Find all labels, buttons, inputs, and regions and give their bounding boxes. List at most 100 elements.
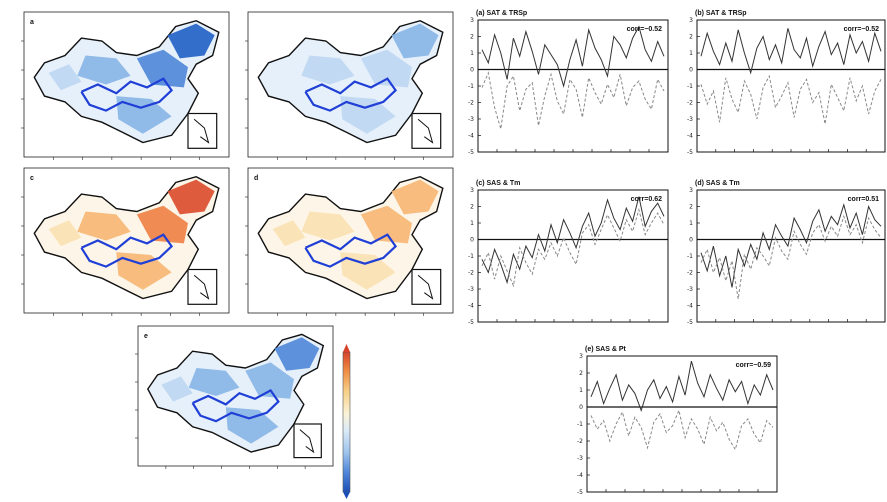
series-line-2	[700, 214, 882, 299]
scs-inset	[411, 112, 442, 149]
y-tick-label: 3	[689, 187, 693, 194]
y-tick-label: 0	[470, 237, 474, 244]
colorbar-bar	[342, 351, 351, 493]
y-tick-label: -4	[687, 133, 693, 140]
y-tick-label: 1	[470, 50, 474, 57]
correlation-label: corr=0.51	[848, 196, 879, 203]
y-tick-label: 0	[689, 67, 693, 74]
y-tick-label: -2	[468, 100, 474, 107]
anomaly-patch	[340, 96, 396, 134]
map-c: c	[21, 167, 230, 316]
y-tick-label: 0	[470, 67, 474, 74]
timeseries-panel-4: (d) SAS & Tm3 2 1 0 -1 -2 -3 -4 -5 corr=0.51	[687, 180, 886, 326]
y-tick-label: 2	[689, 34, 693, 41]
basin-boundary	[191, 388, 280, 423]
land-outline	[257, 19, 444, 144]
plot-frame	[477, 189, 669, 323]
map-panel-label: c	[30, 175, 34, 182]
series-line-1	[481, 25, 665, 88]
scs-inset	[187, 112, 218, 149]
series-line-2	[481, 71, 665, 130]
y-tick-label: -4	[468, 303, 474, 310]
anomaly-patch	[391, 179, 439, 215]
y-tick-label: -4	[468, 133, 474, 140]
anomaly-patch	[188, 368, 240, 396]
series-line-1	[700, 203, 882, 288]
y-tick-label: -3	[687, 116, 693, 123]
panel-title: (d) SAS & Tm	[695, 180, 740, 187]
y-tick-label: -5	[687, 319, 693, 326]
anomaly-patch	[116, 96, 172, 134]
anomaly-patch	[167, 179, 215, 215]
map-d: d	[245, 167, 454, 316]
y-tick-label: 1	[689, 50, 693, 57]
anomaly-patch	[391, 23, 439, 59]
y-tick-label: -3	[468, 286, 474, 293]
anomaly-patch	[161, 376, 193, 402]
y-tick-label: -2	[468, 270, 474, 277]
y-tick-label: -1	[577, 421, 583, 428]
y-tick-label: 2	[470, 204, 474, 211]
y-tick-label: 3	[689, 17, 693, 24]
y-tick-label: 1	[579, 387, 583, 394]
y-tick-label: -2	[687, 100, 693, 107]
y-tick-label: 3	[579, 353, 583, 360]
scs-inset	[293, 423, 322, 459]
map-panel-label: a	[30, 19, 34, 26]
map-b	[245, 11, 454, 160]
anomaly-patch	[136, 49, 188, 88]
series-line-2	[700, 74, 882, 125]
panel-title: (b) SAT & TRSp	[695, 10, 747, 17]
timeseries-panels: (a) SAT & TRSp 3 2 1 0 -1 -2 -3 -4 -5 corr=−0.52 (b…	[468, 10, 886, 496]
y-tick-label: 2	[470, 34, 474, 41]
colorbar	[342, 344, 351, 499]
y-tick-label: 1	[470, 220, 474, 227]
y-tick-label: -3	[577, 455, 583, 462]
y-tick-label: -3	[468, 116, 474, 123]
anomaly-patch	[77, 55, 131, 85]
y-tick-label: -2	[577, 438, 583, 445]
panel-title: (a) SAT & TRSp	[476, 10, 527, 17]
map-panel-label: d	[254, 175, 258, 182]
map-a: a	[21, 11, 230, 160]
y-tick-label: 2	[579, 370, 583, 377]
series-line-1	[590, 360, 774, 412]
series-line-1	[481, 196, 665, 285]
land-outline	[33, 19, 220, 144]
y-tick-label: 2	[689, 204, 693, 211]
scs-inset-coast	[417, 274, 434, 300]
basin-boundary	[80, 233, 174, 268]
land-outline	[146, 333, 325, 453]
anomaly-patch	[301, 211, 355, 241]
y-tick-label: -5	[468, 319, 474, 326]
colorbar-bottom-arrow	[343, 492, 350, 499]
timeseries-panel-5: (e) SAS & Pt3 2 1 0 -1 -2 -3 -4 -5 corr=−0.59	[577, 346, 778, 496]
correlation-label: corr=−0.59	[736, 362, 772, 369]
correlation-label: corr=−0.52	[844, 26, 880, 33]
y-tick-label: -1	[468, 83, 474, 90]
anomaly-patch	[301, 55, 355, 85]
anomaly-patch	[272, 64, 306, 91]
land-outline	[33, 175, 220, 300]
y-tick-label: -3	[687, 286, 693, 293]
colorbar-top-arrow	[343, 344, 350, 352]
y-tick-label: 0	[689, 237, 693, 244]
series-line-2	[590, 408, 774, 451]
anomaly-patch	[360, 49, 412, 88]
anomaly-patch	[77, 211, 131, 241]
series-line-1	[700, 28, 882, 75]
y-tick-label: -2	[687, 270, 693, 277]
y-tick-label: 1	[689, 220, 693, 227]
y-tick-label: -4	[687, 303, 693, 310]
basin-boundary	[304, 77, 398, 112]
scs-inset	[411, 268, 442, 305]
scs-inset-coast	[193, 274, 210, 300]
map-panel-label: e	[144, 333, 148, 340]
correlation-label: corr=0.62	[631, 196, 662, 203]
anomaly-patch	[136, 205, 188, 244]
anomaly-patch	[48, 64, 82, 91]
scs-inset	[187, 268, 218, 305]
scs-inset-coast	[193, 118, 210, 144]
